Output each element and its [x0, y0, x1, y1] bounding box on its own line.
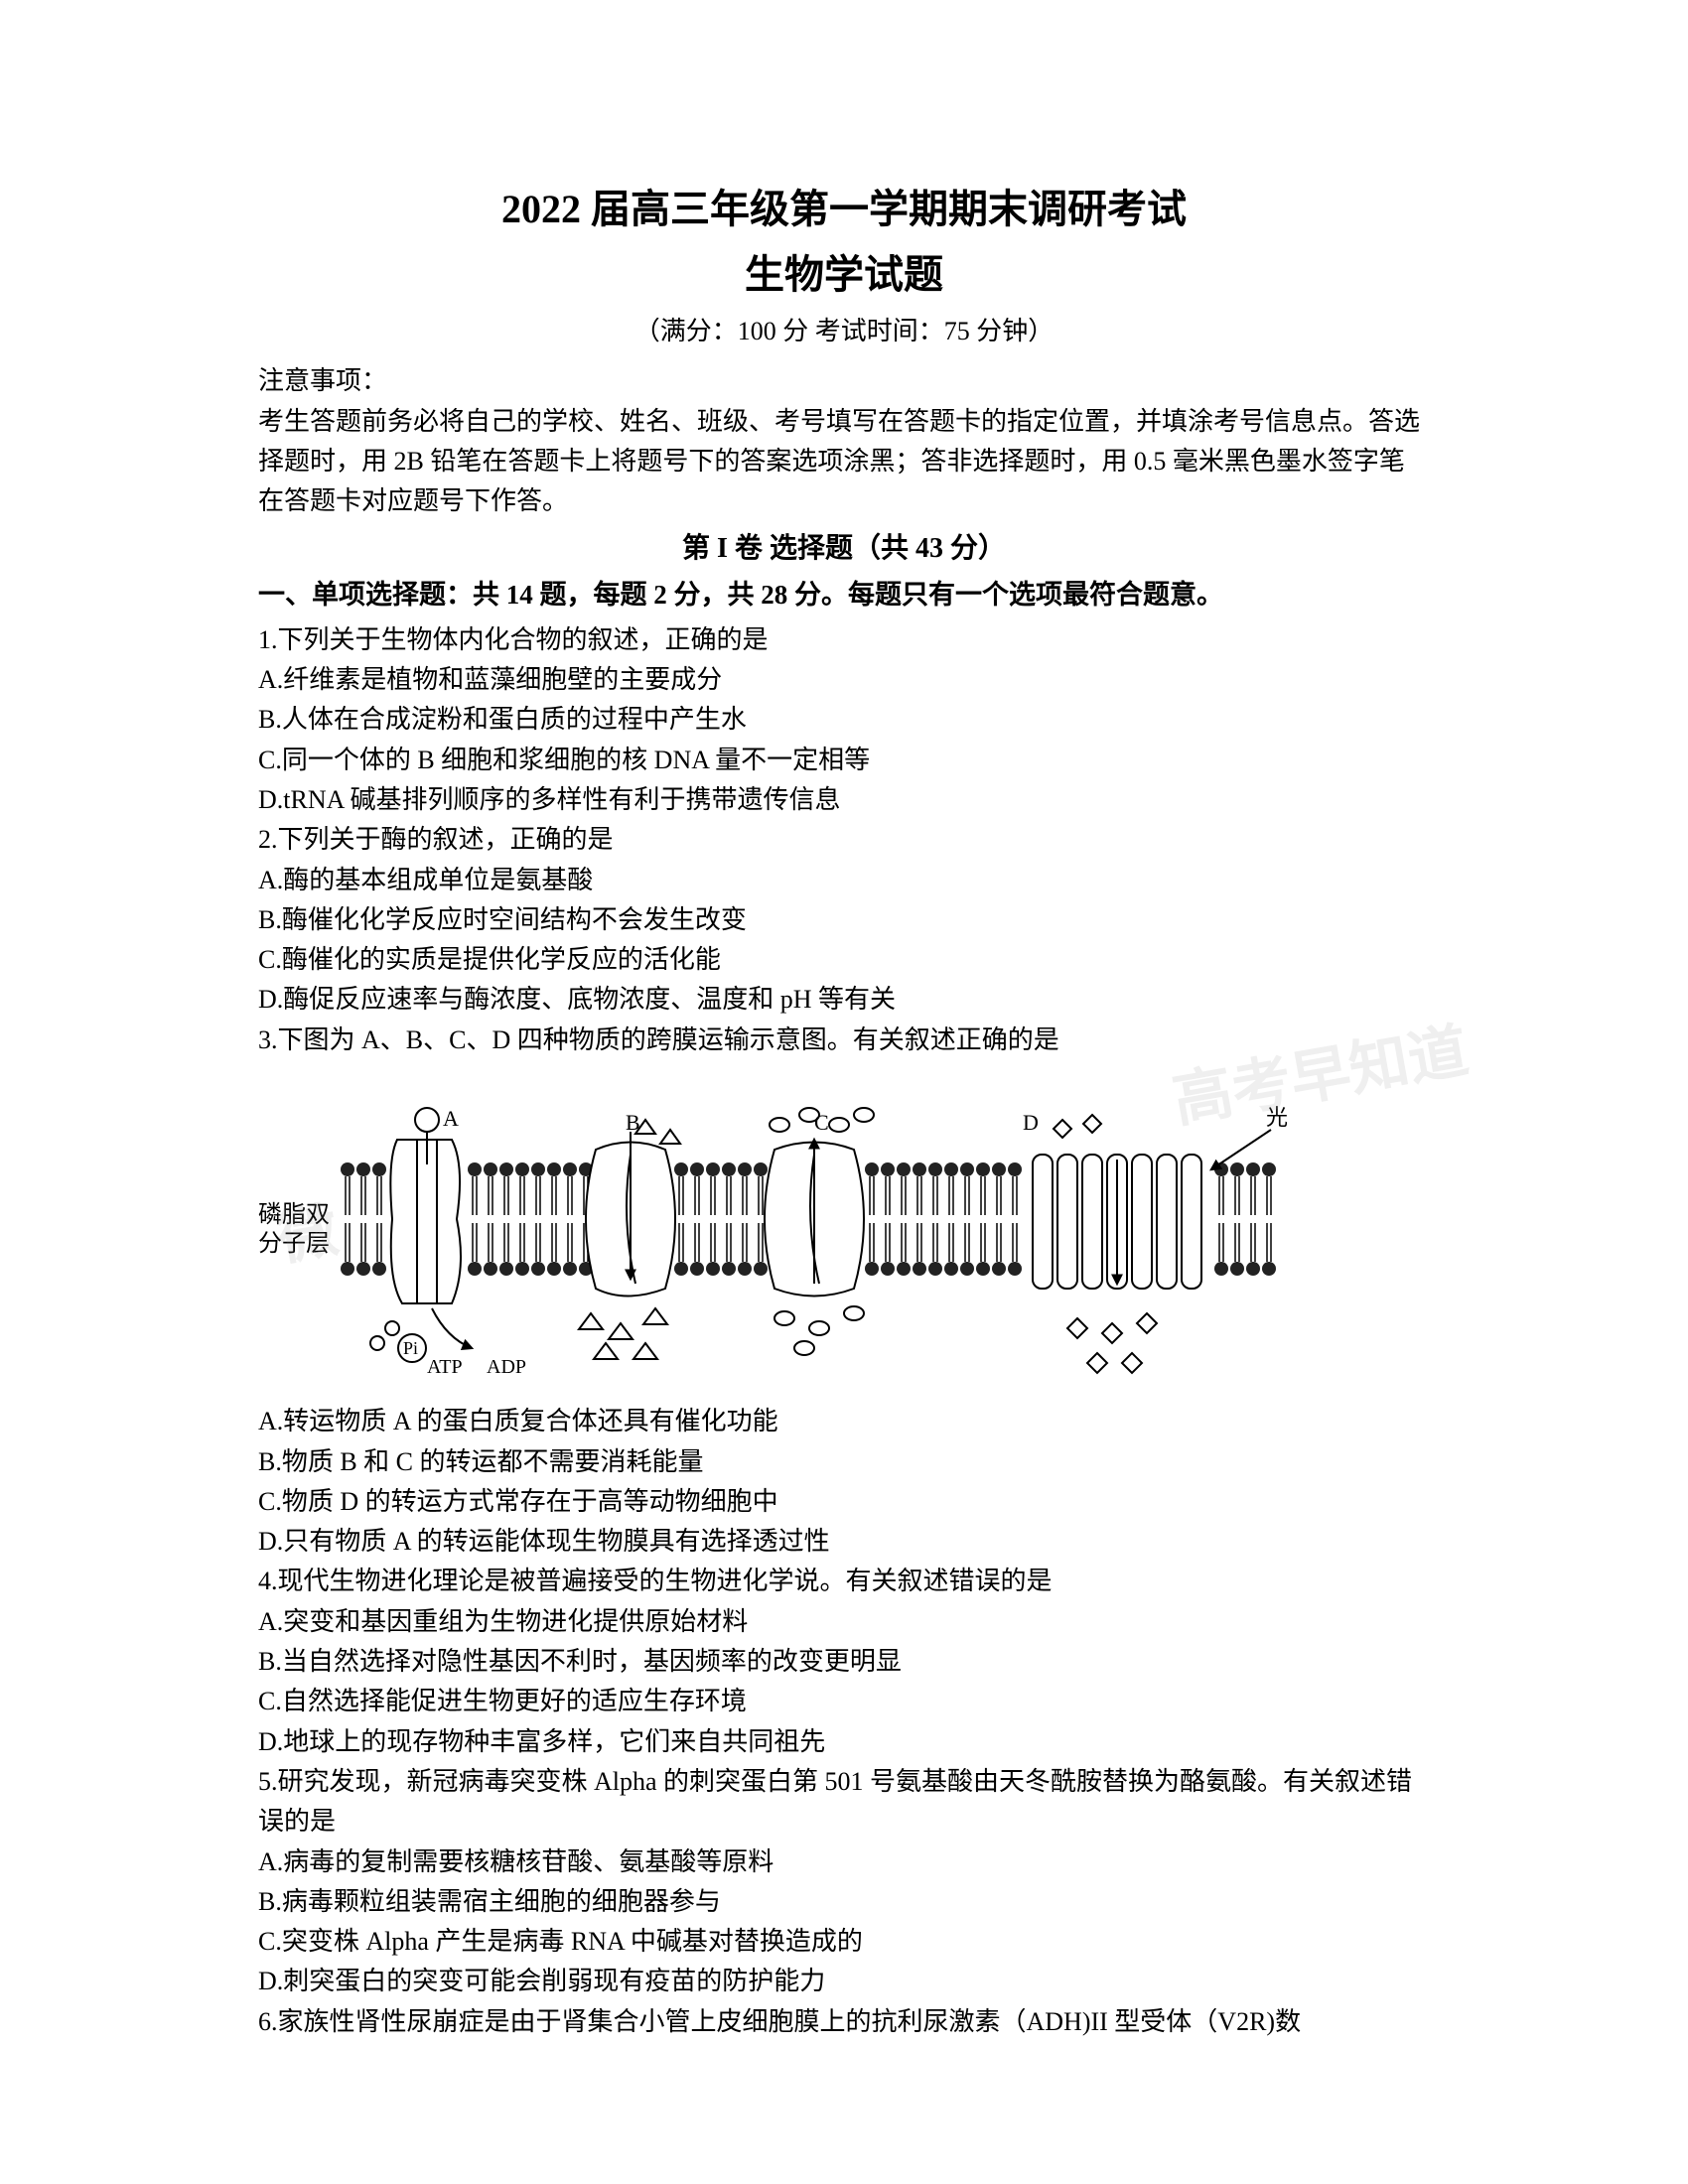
option-4d: D.地球上的现存物种丰富多样，它们来自共同祖先: [258, 1722, 1430, 1762]
section-1-heading: 第 I 卷 选择题（共 43 分）: [258, 527, 1430, 570]
diagram-left-label: 磷脂双分子层: [258, 1201, 338, 1259]
option-3c: C.物质 D 的转运方式常存在于高等动物细胞中: [258, 1482, 1430, 1522]
option-1c: C.同一个体的 B 细胞和浆细胞的核 DNA 量不一定相等: [258, 741, 1430, 780]
main-title: 2022 届高三年级第一学期期末调研考试: [258, 179, 1430, 240]
option-4b: B.当自然选择对隐性基因不利时，基因频率的改变更明显: [258, 1642, 1430, 1682]
option-5d: D.刺突蛋白的突变可能会削弱现有疫苗的防护能力: [258, 1962, 1430, 2001]
notice-body: 考生答题前务必将自己的学校、姓名、班级、考号填写在答题卡的指定位置，并填涂考号信…: [258, 402, 1430, 522]
notice-heading: 注意事项：: [258, 361, 1430, 401]
label-D: D: [1023, 1110, 1039, 1135]
label-light: 光: [1266, 1105, 1288, 1130]
option-5b: B.病毒颗粒组装需宿主细胞的细胞器参与: [258, 1882, 1430, 1922]
option-4c: C.自然选择能促进生物更好的适应生存环境: [258, 1682, 1430, 1721]
label-C: C: [814, 1110, 829, 1135]
membrane-svg: A Pi ATP ADP B: [338, 1070, 1291, 1378]
question-4: 4.现代生物进化理论是被普遍接受的生物进化学说。有关叙述错误的是: [258, 1562, 1430, 1601]
option-1d: D.tRNA 碱基排列顺序的多样性有利于携带遗传信息: [258, 780, 1430, 820]
membrane-diagram: 磷脂双分子层 高考早知道 微 A Pi ATP: [258, 1070, 1430, 1390]
exam-meta: （满分：100 分 考试时间：75 分钟）: [258, 312, 1430, 351]
question-6: 6.家族性肾性尿崩症是由于肾集合小管上皮细胞膜上的抗利尿激素（ADH)II 型受…: [258, 2002, 1430, 2042]
label-ADP: ADP: [487, 1356, 526, 1378]
option-2d: D.酶促反应速率与酶浓度、底物浓度、温度和 pH 等有关: [258, 980, 1430, 1020]
option-1b: B.人体在合成淀粉和蛋白质的过程中产生水: [258, 700, 1430, 740]
option-1a: A.纤维素是植物和蓝藻细胞壁的主要成分: [258, 660, 1430, 700]
option-2a: A.酶的基本组成单位是氨基酸: [258, 861, 1430, 900]
label-Pi: Pi: [403, 1338, 418, 1358]
option-2c: C.酶催化的实质是提供化学反应的活化能: [258, 940, 1430, 980]
diagram-svg-container: 高考早知道 微 A Pi ATP ADP: [338, 1070, 1430, 1390]
option-3d: D.只有物质 A 的转运能体现生物膜具有选择透过性: [258, 1522, 1430, 1562]
option-4a: A.突变和基因重组为生物进化提供原始材料: [258, 1602, 1430, 1642]
subject-title: 生物学试题: [258, 244, 1430, 306]
label-A: A: [443, 1106, 459, 1131]
option-3a: A.转运物质 A 的蛋白质复合体还具有催化功能: [258, 1402, 1430, 1441]
label-ATP: ATP: [427, 1356, 463, 1378]
option-5a: A.病毒的复制需要核糖核苷酸、氨基酸等原料: [258, 1843, 1430, 1882]
option-2b: B.酶催化化学反应时空间结构不会发生改变: [258, 900, 1430, 940]
question-5: 5.研究发现，新冠病毒突变株 Alpha 的刺突蛋白第 501 号氨基酸由天冬酰…: [258, 1762, 1430, 1843]
option-5c: C.突变株 Alpha 产生是病毒 RNA 中碱基对替换造成的: [258, 1922, 1430, 1962]
question-1: 1.下列关于生物体内化合物的叙述，正确的是: [258, 620, 1430, 660]
part-1-heading: 一、单项选择题：共 14 题，每题 2 分，共 28 分。每题只有一个选项最符合…: [258, 575, 1430, 616]
option-3b: B.物质 B 和 C 的转运都不需要消耗能量: [258, 1442, 1430, 1482]
question-2: 2.下列关于酶的叙述，正确的是: [258, 820, 1430, 860]
question-3: 3.下图为 A、B、C、D 四种物质的跨膜运输示意图。有关叙述正确的是: [258, 1021, 1430, 1060]
